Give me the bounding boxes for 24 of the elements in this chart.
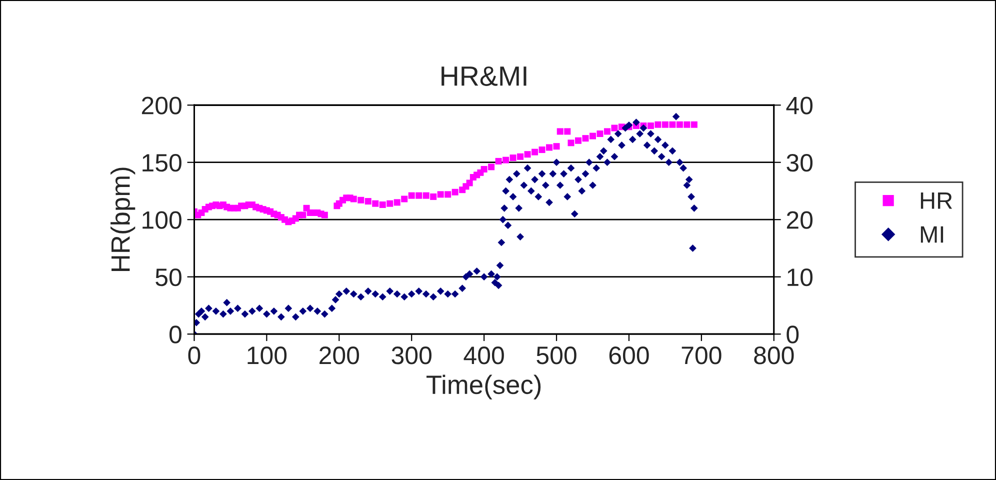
x-tick-label: 300 (392, 346, 432, 364)
legend-label: HR (920, 192, 952, 209)
y2-tick-label: 0 (786, 326, 799, 344)
y-axis-title: HR(bpm) (110, 168, 136, 271)
x-tick-label: 500 (536, 346, 576, 364)
x-tick-label: 200 (320, 346, 360, 364)
y-tick-label: 200 (142, 96, 182, 114)
x-tick-label: 100 (248, 346, 287, 364)
y-tick-label: 100 (142, 211, 182, 229)
legend-label: MI (920, 226, 944, 243)
y-tick-label: 150 (142, 154, 182, 172)
y2-tick-label: 10 (788, 268, 813, 286)
y2-tick-label: 30 (786, 154, 813, 172)
chart-title: HR&MI (442, 66, 526, 86)
y-tick-label: 0 (169, 326, 182, 344)
y2-tick-label: 20 (786, 211, 813, 229)
y2-tick-label: 40 (786, 96, 813, 114)
x-tick-label: 800 (754, 346, 794, 364)
x-tick-label: 0 (188, 346, 200, 364)
x-tick-label: 400 (464, 346, 504, 364)
x-tick-label: 600 (609, 346, 649, 364)
x-tick-label: 700 (682, 346, 722, 364)
x-axis-title: Time(sec) (426, 374, 541, 400)
y-tick-label: 50 (156, 268, 182, 286)
